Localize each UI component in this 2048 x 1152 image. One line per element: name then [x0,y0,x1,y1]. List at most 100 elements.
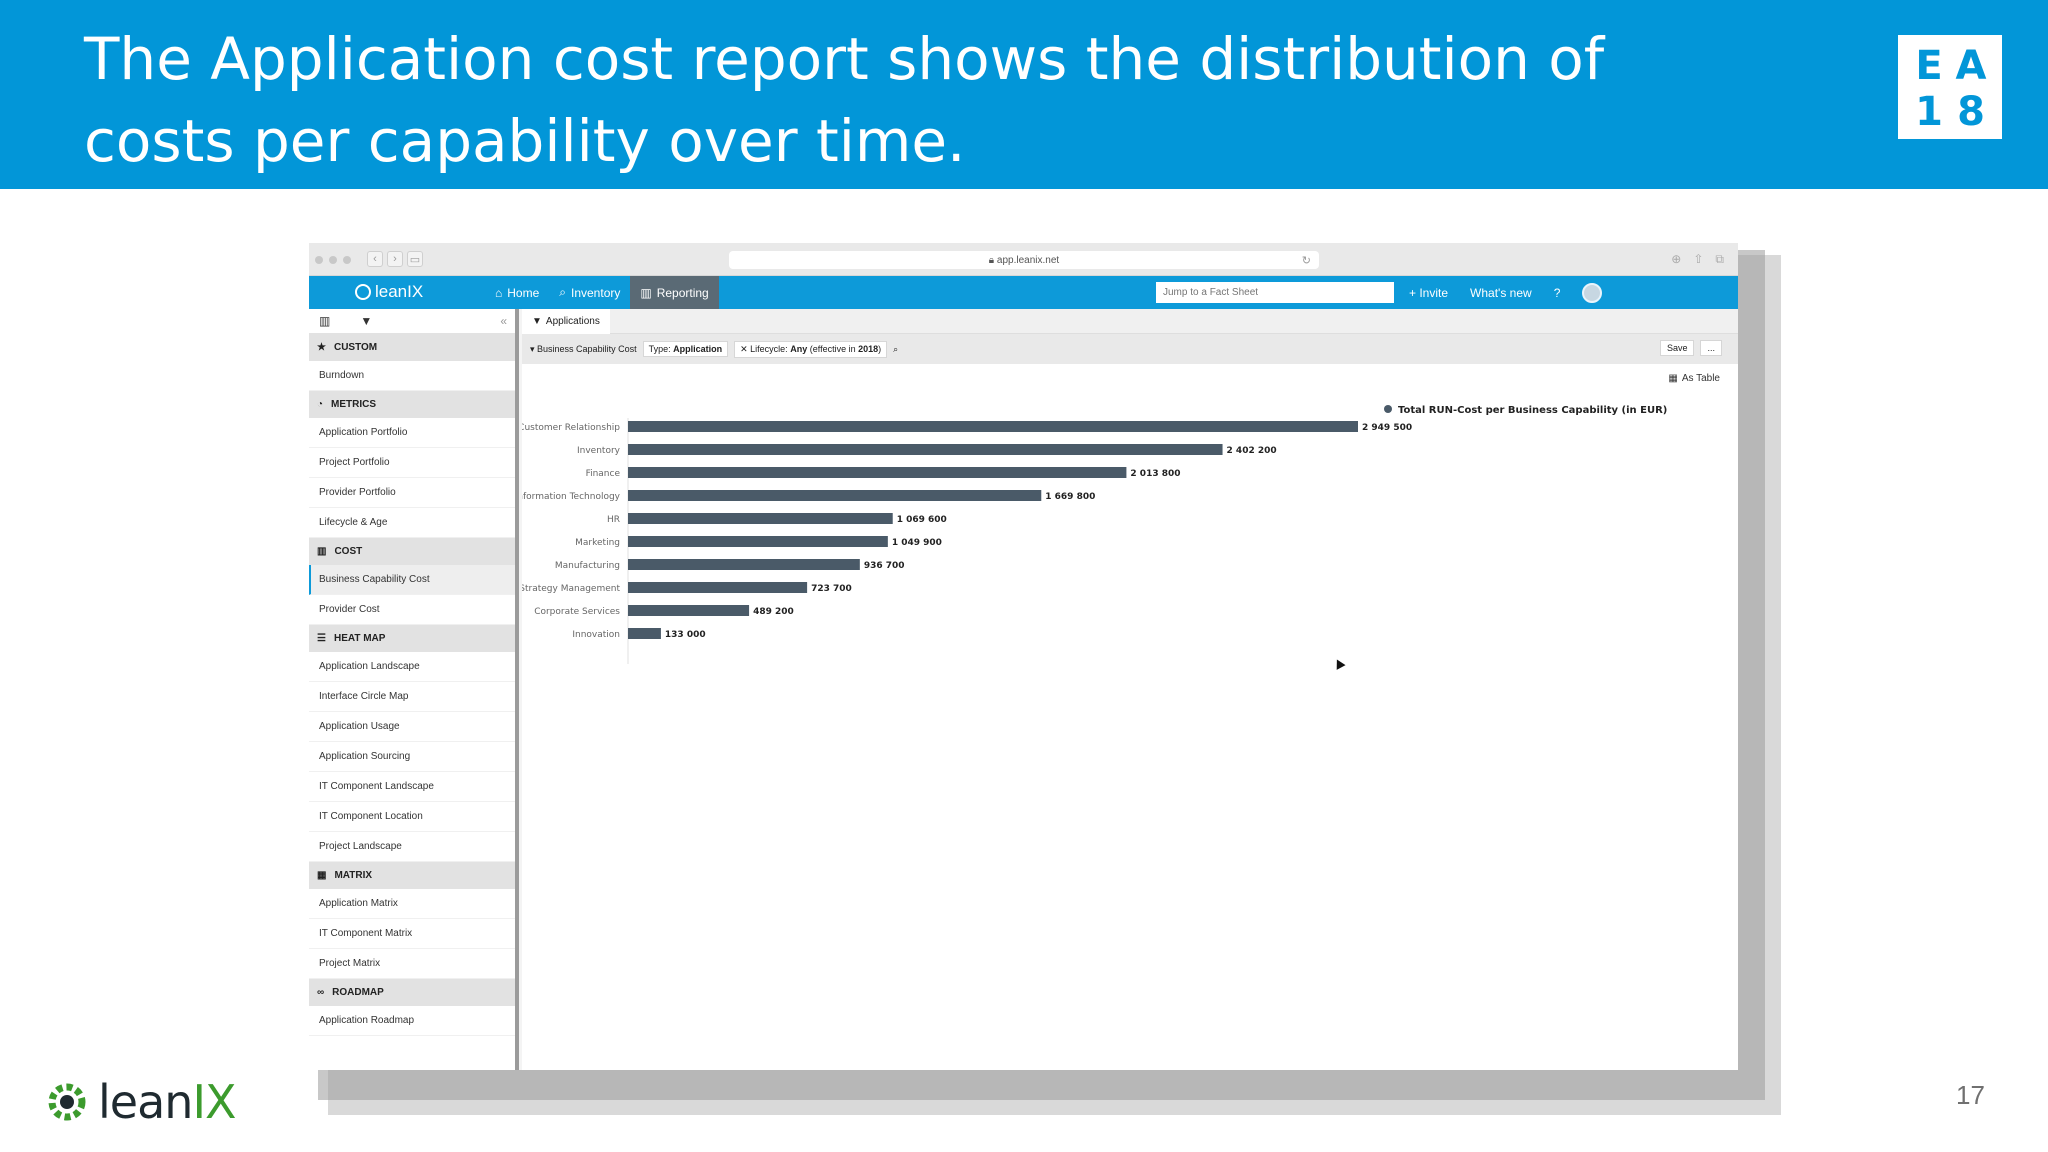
bar[interactable] [628,559,860,570]
avatar[interactable] [1582,282,1603,303]
legend-marker [1384,405,1392,413]
footer-brand: leanIX [98,1075,237,1129]
app-navbar: leanIX ⌂ Home ⌕ Inventory ▥ Reporting + Inv… [309,276,1738,309]
sidebar-item-it-component-matrix[interactable]: IT Component Matrix [309,919,515,949]
chart-legend: Total RUN-Cost per Business Capability (… [1384,405,1667,416]
sidebar-item-business-capability-cost[interactable]: Business Capability Cost [309,565,515,595]
bar[interactable] [628,421,1358,432]
bars-group: Customer Relationship 2 949 500 Inventory 2… [522,421,1412,640]
tab-applications[interactable]: ▼ Applications [522,309,610,334]
bar[interactable] [628,444,1223,455]
sidebar-item-provider-portfolio[interactable]: Provider Portfolio [309,478,515,508]
sidebar-item-provider-cost[interactable]: Provider Cost [309,595,515,625]
search-icon: ⌕ [559,285,566,299]
bar[interactable] [628,536,888,547]
fact-sheet-search-input[interactable] [1156,282,1394,303]
sidebar-section-roadmap[interactable]: ∞ ROADMAP [309,979,515,1006]
type-filter-chip[interactable]: Type: Application [642,341,729,357]
home-icon: ⌂ [495,285,503,300]
sidebar-section-title: ROADMAP [332,987,384,998]
lifecycle-filter-value: Any [790,343,808,354]
type-filter-label: Type: [648,344,671,354]
bar[interactable] [628,605,750,616]
value-label: 1 669 800 [1045,492,1095,502]
more-button[interactable]: ... [1700,340,1722,356]
save-button[interactable]: Save [1659,340,1695,356]
sidebar-item-application-portfolio[interactable]: Application Portfolio [309,418,515,448]
category-label: Customer Relationship [522,423,620,433]
binoculars-icon: ∞ [317,987,325,998]
sidebar-item-application-landscape[interactable]: Application Landscape [309,652,515,682]
brand-name: leanIX [375,282,424,301]
value-label: 489 200 [753,607,794,617]
report-name: Business Capability Cost [537,343,637,354]
category-label: Strategy Management [522,584,620,594]
back-icon[interactable]: ‹ [367,251,383,267]
reload-icon[interactable]: ↻ [1301,254,1311,267]
help-icon[interactable]: ? [1553,285,1561,300]
nav-inventory[interactable]: ⌕ Inventory [549,276,630,309]
sidebar-item-project-portfolio[interactable]: Project Portfolio [309,448,515,478]
sidebar-section-matrix[interactable]: ▦ MATRIX [309,862,515,889]
sidebar-section-cost[interactable]: ▥ COST [309,538,515,565]
filter-tab-icon[interactable]: ▼ [360,314,373,328]
sidebar-section-heat-map[interactable]: ☰ HEAT MAP [309,625,515,652]
whats-new-link[interactable]: What's new [1470,285,1532,300]
sidebar-item-application-matrix[interactable]: Application Matrix [309,889,515,919]
browser-toolbar: ‹ › ▭ 🔒︎ app.leanix.net ↻ ⊕ ⇧ ⧉ [309,243,1738,276]
value-label: 2 949 500 [1362,423,1412,433]
bar[interactable] [628,582,808,593]
lifecycle-filter-suffix: (effective in [809,343,856,354]
search-icon[interactable]: ⌕ [893,343,899,354]
logo-letter: 8 [1957,89,1985,135]
navbar-actions: + Invite What's new ? [1409,276,1603,309]
sidebar-toggle-icon[interactable]: ▭ [407,251,423,267]
forward-icon[interactable]: › [387,251,403,267]
bar[interactable] [628,467,1127,478]
brand-logo[interactable]: leanIX [355,282,423,302]
invite-button[interactable]: + Invite [1409,285,1449,300]
collapse-icon[interactable]: « [500,314,507,328]
sidebar-section-custom[interactable]: ★ CUSTOM [309,334,515,361]
as-table-toggle[interactable]: ▦ As Table [1668,373,1720,384]
browser-nav: ‹ › ▭ [367,251,423,267]
report-list: ★ CUSTOM Burndown ◔ METRICS Application Portf… [309,334,515,1036]
tabs-icon[interactable]: ⧉ [1715,252,1724,266]
window-controls[interactable] [315,256,351,264]
sidebar-item-application-roadmap[interactable]: Application Roadmap [309,1006,515,1036]
type-filter-value: Application [673,344,723,354]
nav-reporting-label: Reporting [656,285,709,300]
category-label: Inventory [577,446,621,456]
sidebar-section-title: MATRIX [334,870,373,881]
category-label: Information Technology [522,492,621,502]
as-table-label: As Table [1681,373,1720,384]
bar[interactable] [628,490,1042,501]
url-bar[interactable]: 🔒︎ app.leanix.net ↻ [729,251,1319,269]
report-main: ▼ Applications ▾ Business Capability Cos… [522,309,1738,1070]
sidebar-item-interface-circle-map[interactable]: Interface Circle Map [309,682,515,712]
sidebar-item-it-component-landscape[interactable]: IT Component Landscape [309,772,515,802]
sidebar-section-title: METRICS [331,399,377,410]
download-icon[interactable]: ⊕ [1671,252,1682,266]
leanix-footer-logo: leanIX [44,1075,237,1129]
sidebar-item-project-matrix[interactable]: Project Matrix [309,949,515,979]
cost-bar-chart: Total RUN-Cost per Business Capability (… [522,405,1667,664]
nav-home[interactable]: ⌂ Home [485,276,549,309]
sidebar-item-project-landscape[interactable]: Project Landscape [309,832,515,862]
report-selector[interactable]: ▾ Business Capability Cost [530,343,637,354]
value-label: 723 700 [811,584,852,594]
sidebar-section-metrics[interactable]: ◔ METRICS [309,391,515,418]
bar[interactable] [628,513,893,524]
lock-icon: 🔒︎ [988,254,997,266]
bar[interactable] [628,628,661,639]
share-icon[interactable]: ⇧ [1693,252,1704,266]
sidebar-item-burndown[interactable]: Burndown [309,361,515,391]
sidebar-item-lifecycle-age[interactable]: Lifecycle & Age [309,508,515,538]
reports-tab-icon[interactable]: ▥ [319,314,331,328]
sidebar-item-application-usage[interactable]: Application Usage [309,712,515,742]
sidebar-section-title: CUSTOM [333,342,378,353]
sidebar-item-it-component-location[interactable]: IT Component Location [309,802,515,832]
lifecycle-filter-chip[interactable]: ✕ Lifecycle: Any (effective in 2018) [734,340,888,358]
nav-reporting[interactable]: ▥ Reporting [630,276,719,309]
sidebar-item-application-sourcing[interactable]: Application Sourcing [309,742,515,772]
